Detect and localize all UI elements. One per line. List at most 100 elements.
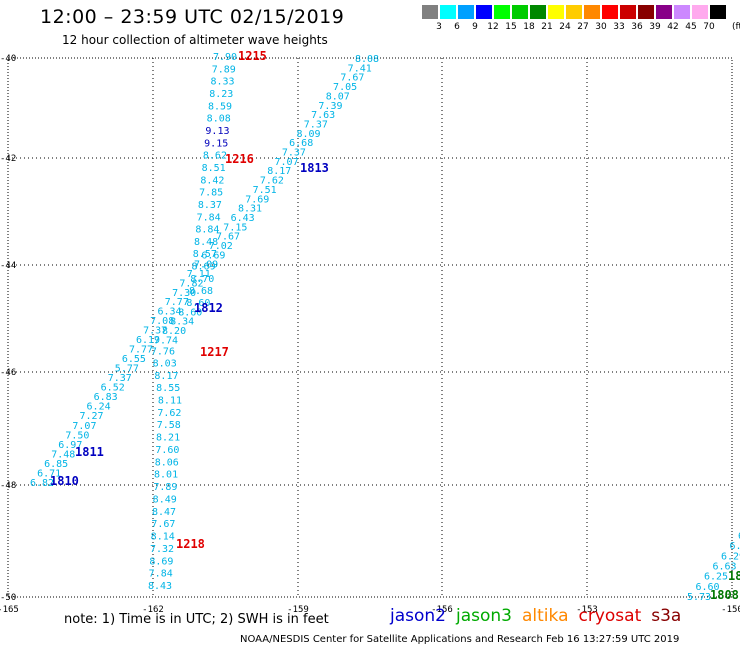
wave-height-value: 8.43: [148, 581, 172, 592]
wave-height-value: 7.84: [149, 569, 173, 580]
wave-height-value: 6.24: [87, 402, 111, 413]
wave-height-value: 6.19: [136, 335, 160, 346]
wave-height-value: 7.90: [213, 52, 237, 63]
pass-time-label: 1810: [50, 474, 79, 488]
wave-height-value: 8.60: [178, 307, 202, 318]
wave-height-value: 7.48: [51, 449, 75, 460]
legend-swatch: [692, 5, 709, 19]
legend-label: 45: [685, 22, 697, 32]
lat-tick-label: -48: [0, 481, 16, 491]
legend-swatch: [620, 5, 637, 19]
wave-height-value: 8.37: [198, 200, 222, 211]
wave-height-value: 8.48: [194, 237, 218, 248]
wave-height-value: 9.15: [204, 138, 228, 149]
wave-height-value: 8.59: [208, 101, 232, 112]
wave-height-value: 8.57: [193, 249, 217, 260]
lon-tick-label: -162: [142, 605, 164, 615]
legend-swatch: [440, 5, 457, 19]
wave-height-value: 7.62: [157, 408, 181, 419]
lon-tick-label: -150: [721, 605, 740, 615]
lon-tick-label: -153: [576, 605, 598, 615]
wave-height-value: 6.56: [730, 541, 740, 552]
wave-height-value: 7.67: [216, 232, 240, 243]
lat-tick-label: -44: [0, 261, 16, 271]
legend-unit: (ft): [732, 22, 740, 32]
satellite-name: cryosat: [578, 606, 642, 626]
wave-height-value: 7.63: [311, 110, 335, 121]
pass-time-label: 18: [728, 569, 740, 583]
satellite-name: altika: [522, 606, 569, 626]
legend-label: 9: [472, 22, 478, 32]
pass-time-label: 1217: [200, 345, 229, 359]
legend-swatch: [458, 5, 475, 19]
wave-height-value: 8.06: [155, 457, 179, 468]
wave-height-value: 6.5: [738, 531, 740, 542]
legend-label: 6: [454, 22, 460, 32]
wave-height-value: 7.37: [304, 119, 328, 130]
satellite-legend: jason2 jason3 altika cryosat s3a: [390, 606, 691, 626]
wave-height-value: 7.39: [318, 101, 342, 112]
lon-tick-label: -165: [0, 605, 19, 615]
wave-height-value: 7.02: [209, 241, 233, 252]
pass-time-label: 1218: [176, 537, 205, 551]
legend-label: 12: [487, 22, 499, 32]
legend-label: 30: [595, 22, 607, 32]
legend-label: 27: [577, 22, 589, 32]
wave-height-value: 8.03: [153, 359, 177, 370]
lon-tick-label: -159: [287, 605, 309, 615]
wave-height-value: 8.33: [210, 77, 234, 88]
lat-tick-label: -42: [0, 154, 16, 164]
wave-height-value: 6.25: [704, 572, 728, 583]
wave-height-value: 8.42: [200, 175, 224, 186]
wave-height-value: 6.29: [721, 551, 740, 562]
wave-height-value: 8.31: [238, 204, 262, 215]
legend-label: 70: [703, 22, 715, 32]
satellite-name: s3a: [651, 606, 682, 626]
wave-height-value: 7.27: [79, 411, 103, 422]
legend-label: 42: [667, 22, 679, 32]
legend-swatch: [494, 5, 511, 19]
wave-height-value: 6.68: [289, 138, 313, 149]
legend-label: 18: [523, 22, 535, 32]
wave-height-value: 8.34: [170, 317, 194, 328]
wave-height-value: 7.51: [253, 185, 277, 196]
legend-swatch: [674, 5, 691, 19]
legend-label: 3: [436, 22, 442, 32]
wave-height-value: 7.07: [275, 157, 299, 168]
legend-swatch: [710, 5, 727, 19]
lat-tick-label: -50: [0, 593, 16, 603]
footnote: note: 1) Time is in UTC; 2) SWH is in fe…: [64, 612, 329, 627]
wave-height-value: 7.37: [282, 148, 306, 159]
wave-height-value: 8.62: [203, 151, 227, 162]
wave-height-value: 7.85: [199, 188, 223, 199]
wave-height-value: 7.11: [187, 269, 211, 280]
wave-height-value: 8.08: [355, 54, 379, 65]
wave-height-value: 8.20: [162, 326, 186, 337]
legend-label: 36: [631, 22, 643, 32]
wave-height-value: 6.52: [101, 383, 125, 394]
legend-label: 39: [649, 22, 661, 32]
wave-height-value: 7.60: [155, 445, 179, 456]
wave-height-value: 7.41: [348, 63, 372, 74]
wave-height-value: 8.69: [192, 262, 216, 273]
wave-height-value: 5.77: [115, 364, 139, 375]
wave-height-value: 7.74: [154, 335, 178, 346]
lon-tick-label: -156: [431, 605, 453, 615]
pass-time-label: 1808: [710, 588, 739, 602]
wave-height-value: 7.07: [72, 421, 96, 432]
wave-height-value: 8.55: [156, 383, 180, 394]
wave-height-value: 7.89: [153, 482, 177, 493]
lat-tick-label: -46: [0, 368, 16, 378]
wave-height-value: 8.49: [153, 494, 177, 505]
legend-label: 33: [613, 22, 625, 32]
wave-height-value: 8.08: [207, 114, 231, 125]
legend-swatch: [638, 5, 655, 19]
credit-line: NOAA/NESDIS Center for Satellite Applica…: [240, 634, 680, 645]
wave-height-value: 6.85: [44, 459, 68, 470]
wave-height-value: 6.83: [94, 392, 118, 403]
legend-swatch: [602, 5, 619, 19]
pass-time-label: 1812: [194, 301, 223, 315]
wave-height-value: 7.05: [333, 82, 357, 93]
map-frame: [7, 57, 733, 598]
